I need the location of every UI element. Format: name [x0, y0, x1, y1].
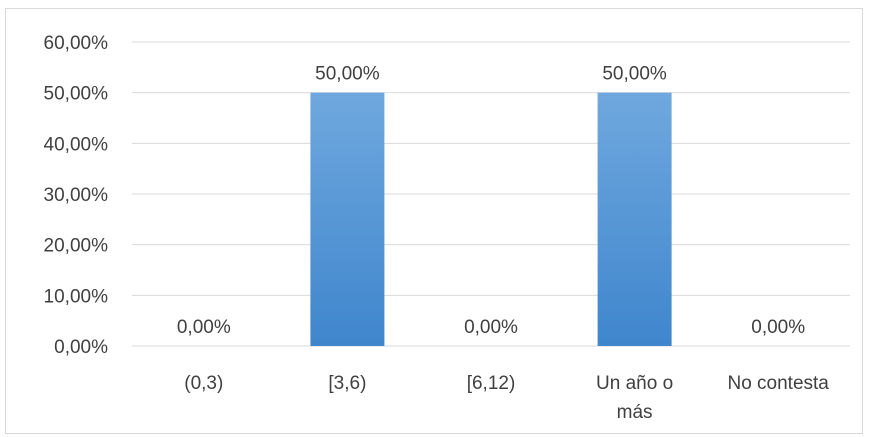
- data-labels: 0,00% 50,00% 0,00% 50,00% 0,00%: [177, 64, 805, 338]
- y-tick-label: 0,00%: [54, 337, 108, 358]
- x-tick-label: Un año o: [596, 373, 673, 394]
- chart-frame: [5, 8, 863, 434]
- y-axis-ticks: 0,00% 10,00% 20,00% 30,00% 40,00% 50,00% 60,00…: [44, 33, 109, 358]
- data-label: 0,00%: [751, 317, 805, 338]
- data-label: 50,00%: [602, 64, 667, 85]
- y-tick-label: 40,00%: [44, 134, 109, 155]
- gridlines: [132, 41, 850, 347]
- bar: [597, 92, 672, 347]
- y-tick-label: 10,00%: [44, 286, 109, 307]
- x-tick-label: No contesta: [727, 373, 829, 394]
- data-label: 0,00%: [177, 317, 231, 338]
- data-label: 0,00%: [464, 317, 518, 338]
- y-tick-label: 20,00%: [44, 236, 109, 257]
- y-tick-label: 30,00%: [44, 185, 109, 206]
- data-label: 50,00%: [315, 64, 380, 85]
- y-tick-label: 50,00%: [44, 84, 109, 105]
- x-tick-label: (0,3): [184, 373, 223, 394]
- x-tick-label: más: [617, 402, 653, 423]
- x-tick-label: [3,6): [328, 373, 366, 394]
- x-tick-label: [6,12): [467, 373, 516, 394]
- x-axis-ticks: (0,3) [3,6) [6,12) Un año o más No contesta: [184, 373, 829, 423]
- y-tick-label: 60,00%: [44, 33, 109, 54]
- bars: [310, 92, 672, 347]
- bar: [310, 92, 385, 347]
